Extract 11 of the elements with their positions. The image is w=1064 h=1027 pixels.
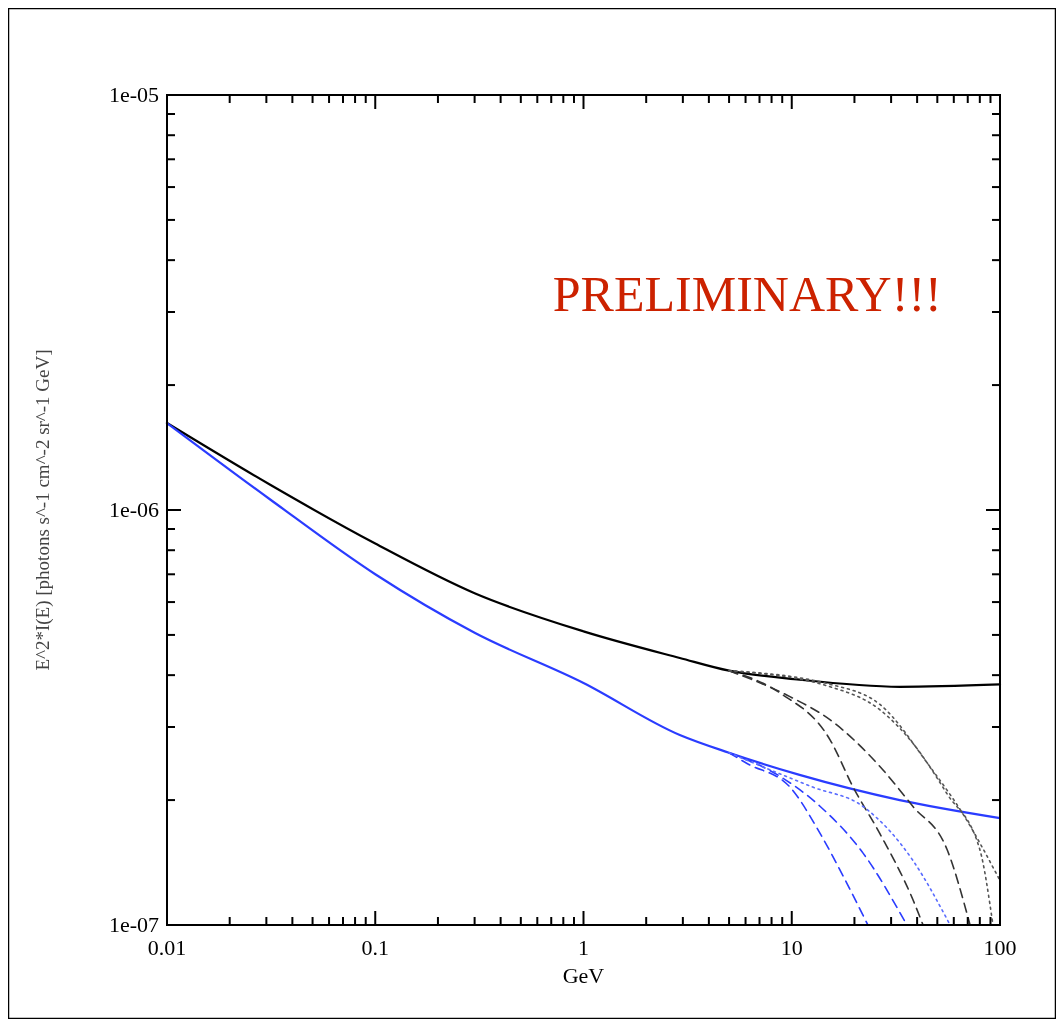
y-tick-label: 1e-07 — [108, 912, 159, 937]
x-axis-title: GeV — [562, 963, 605, 988]
y-tick-label: 1e-05 — [108, 82, 159, 107]
x-tick-label: 0.01 — [147, 935, 187, 960]
x-tick-label: 10 — [780, 935, 803, 960]
x-tick-label: 100 — [983, 935, 1017, 960]
y-axis-title: E^2*I(E) [photons s^-1 cm^-2 sr^-1 GeV] — [32, 349, 54, 671]
x-tick-label: 1 — [578, 935, 589, 960]
y-tick-label: 1e-06 — [108, 497, 159, 522]
annotation: PRELIMINARY!!! — [552, 265, 942, 322]
x-tick-label: 0.1 — [361, 935, 389, 960]
